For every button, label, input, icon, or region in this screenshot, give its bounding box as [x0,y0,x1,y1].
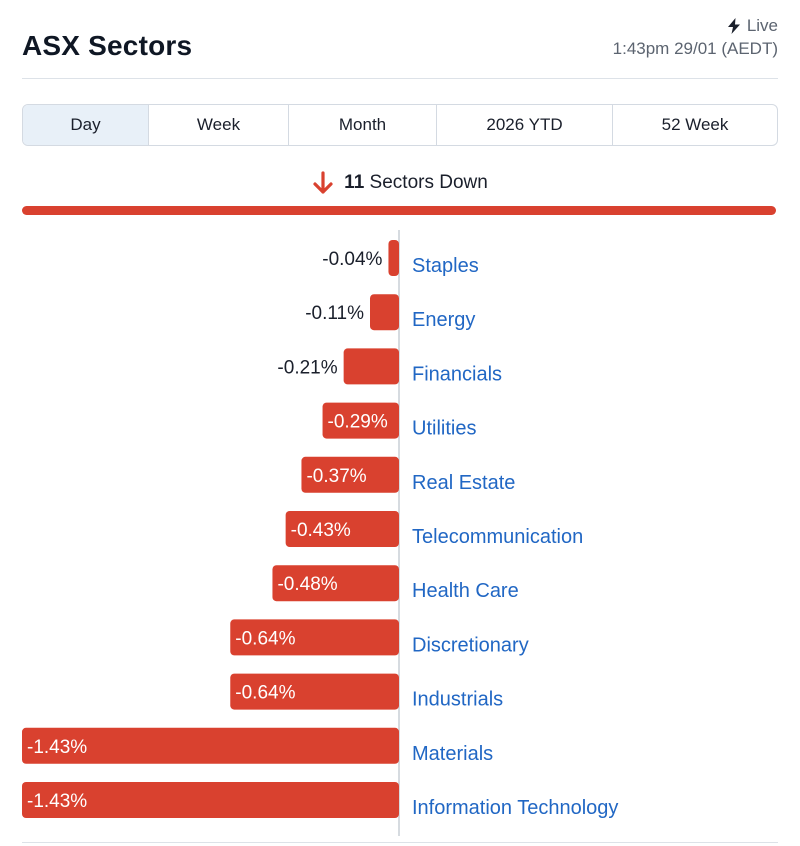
page-title: ASX Sectors [22,30,193,61]
bar-financials[interactable] [343,348,399,385]
value-label-real-estate: -0.37% [306,466,366,487]
value-label-financials: -0.21% [277,357,337,378]
bar-real-estate[interactable] [301,456,399,493]
sector-bar-chart: -0.04% Staples -0.11% Energy -0.21% Financial… [22,230,618,836]
sector-link-information-technology[interactable]: Information Technology [412,797,618,819]
summary-bar [22,206,776,215]
sector-link-materials[interactable]: Materials [412,743,493,765]
value-label-industrials: -0.64% [235,683,295,704]
lightning-icon [727,18,740,34]
bar-industrials[interactable] [230,673,399,710]
arrow-down-icon [313,171,333,194]
header: ASX Sectors Live 1:43pm 29/01 (AEDT) [22,0,778,79]
live-label: Live [746,16,778,35]
value-label-utilities: -0.29% [328,412,388,433]
tab-day[interactable]: Day [23,105,149,145]
footer-divider [22,842,778,843]
sector-link-staples[interactable]: Staples [412,255,479,277]
sector-link-financials[interactable]: Financials [412,363,502,385]
bar-energy[interactable] [370,294,399,331]
tab-week[interactable]: Week [149,105,289,145]
sectors-down-text: Sectors Down [369,172,488,193]
value-label-health-care: -0.48% [277,574,337,595]
bar-utilities[interactable] [322,402,399,439]
sectors-summary: 11 Sectors Down [22,168,778,198]
live-indicator: Live [727,16,778,36]
value-label-discretionary: -0.64% [235,628,295,649]
value-label-staples: -0.04% [322,249,382,270]
bar-telecommunication[interactable] [285,511,399,547]
sectors-down-count: 11 [344,172,365,193]
period-tabs: Day Week Month 2026 YTD 52 Week [22,104,778,146]
sector-link-discretionary[interactable]: Discretionary [412,634,529,656]
value-label-energy: -0.11% [305,303,364,324]
value-label-information-technology: -1.43% [27,791,87,812]
sector-link-energy[interactable]: Energy [412,309,475,331]
bar-information-technology[interactable] [22,782,399,818]
value-label-telecommunication: -0.43% [291,520,351,541]
sector-link-health-care[interactable]: Health Care [412,580,519,602]
sector-link-real-estate[interactable]: Real Estate [412,472,515,494]
bar-materials[interactable] [22,727,399,764]
sector-link-telecommunication[interactable]: Telecommunication [412,526,583,548]
tab-month[interactable]: Month [289,105,437,145]
sector-link-utilities[interactable]: Utilities [412,418,476,440]
tab-52-week[interactable]: 52 Week [661,115,729,134]
sector-link-industrials[interactable]: Industrials [412,689,503,711]
timestamp: 1:43pm 29/01 (AEDT) [612,39,778,58]
bar-discretionary[interactable] [230,619,399,656]
value-label-materials: -1.43% [27,737,87,758]
tab-ytd[interactable]: 2026 YTD [437,105,613,145]
bar-staples[interactable] [388,240,399,276]
bar-health-care[interactable] [272,565,399,602]
